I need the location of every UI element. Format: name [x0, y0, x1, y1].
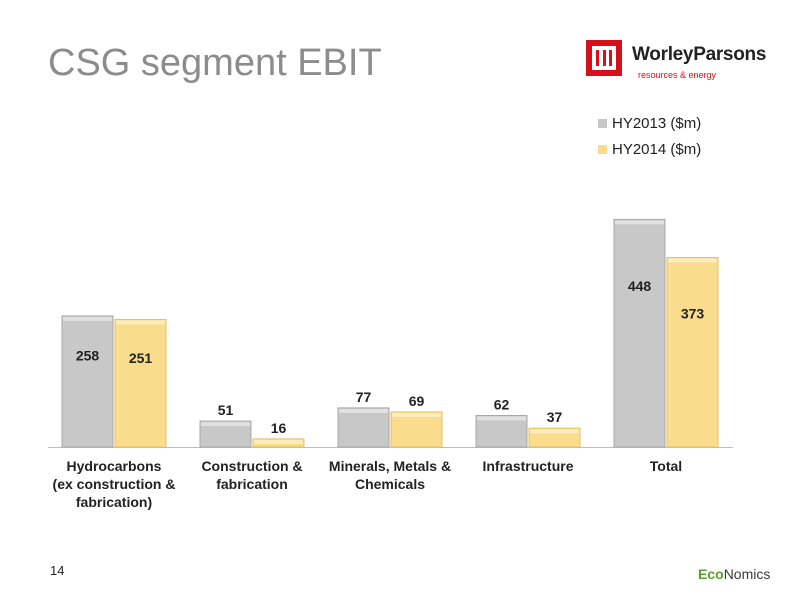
data-label-hy2013-2: 77	[356, 389, 372, 405]
bar-hy2014-0	[114, 318, 167, 448]
data-label-hy2014-1: 16	[271, 420, 287, 436]
bar-highlight-1-4	[668, 258, 717, 263]
bar-hy2013-2	[337, 407, 390, 448]
category-label-line: Infrastructure	[482, 458, 573, 474]
bar-highlight-0-4	[615, 220, 664, 225]
bar-highlight-1-1	[254, 439, 303, 444]
bar-hy2014-3	[528, 427, 581, 448]
data-label-hy2014-4: 373	[681, 306, 705, 322]
data-label-hy2014-0: 251	[129, 350, 153, 366]
legend-swatch-hy2013	[598, 118, 607, 128]
category-label-0: Hydrocarbons (ex construction & fabricatio…	[53, 458, 176, 510]
bar-highlight-0-3	[477, 416, 526, 421]
bar-hy2014-4	[666, 257, 719, 448]
bar-hy2014-2	[390, 411, 443, 448]
category-label-2: Minerals, Metals & Chemicals	[329, 458, 451, 492]
economics-logo-part1: Eco	[698, 566, 724, 582]
category-label-line: fabrication)	[76, 494, 152, 510]
bar-highlight-1-2	[392, 412, 441, 417]
logo-tagline: resources & energy	[638, 70, 717, 80]
category-label-line: Hydrocarbons	[67, 458, 162, 474]
economics-logo-part2: Nomics	[723, 566, 771, 582]
bar-highlight-1-0	[116, 320, 165, 325]
data-label-hy2013-3: 62	[494, 397, 510, 413]
bar-highlight-1-3	[530, 429, 579, 434]
legend-label-hy2013: HY2013 ($m)	[612, 114, 702, 132]
chart-legend: HY2013 ($m) HY2014 ($m)	[598, 110, 701, 162]
category-label-3: Infrastructure	[482, 458, 573, 474]
bar-hy2013-0	[61, 315, 114, 448]
data-label-hy2014-3: 37	[547, 409, 563, 425]
data-label-hy2013-0: 258	[76, 348, 100, 364]
logo-name: WorleyParsons	[632, 44, 767, 65]
category-label-line: (ex construction &	[53, 476, 176, 492]
data-label-hy2013-1: 51	[218, 402, 234, 418]
category-label-1: Construction & fabrication	[201, 458, 302, 492]
page-title: CSG segment EBIT	[48, 42, 382, 84]
category-label-line: fabrication	[216, 476, 288, 492]
legend-swatch-hy2014	[598, 144, 607, 154]
worleyparsons-logo: WorleyParsons resources & energy	[586, 40, 776, 86]
category-label-line: Construction &	[201, 458, 302, 474]
category-label-4: Total	[650, 458, 682, 474]
data-label-hy2013-4: 448	[628, 278, 652, 294]
bar-highlight-0-0	[63, 316, 112, 321]
bar-hy2013-3	[475, 415, 528, 448]
legend-label-hy2014: HY2014 ($m)	[612, 140, 702, 158]
category-label-line: Total	[650, 458, 682, 474]
economics-logo: EcoNomics	[698, 566, 770, 582]
category-label-line: Chemicals	[355, 476, 425, 492]
legend-item-hy2014: HY2014 ($m)	[598, 136, 701, 162]
page-number: 14	[50, 563, 65, 578]
category-label-line: Minerals, Metals &	[329, 458, 451, 474]
bar-highlight-0-2	[339, 408, 388, 413]
bar-hy2013-4	[613, 218, 666, 448]
bar-hy2014-1	[252, 438, 305, 448]
legend-item-hy2013: HY2013 ($m)	[598, 110, 701, 136]
bar-hy2013-1	[199, 420, 252, 448]
bar-highlight-0-1	[201, 422, 250, 427]
data-label-hy2014-2: 69	[409, 393, 425, 409]
worleyparsons-logo-icon	[586, 40, 622, 76]
